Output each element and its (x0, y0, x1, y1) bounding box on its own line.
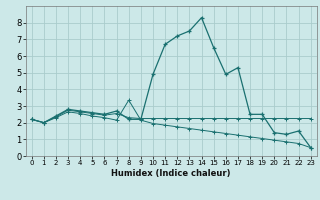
X-axis label: Humidex (Indice chaleur): Humidex (Indice chaleur) (111, 169, 231, 178)
